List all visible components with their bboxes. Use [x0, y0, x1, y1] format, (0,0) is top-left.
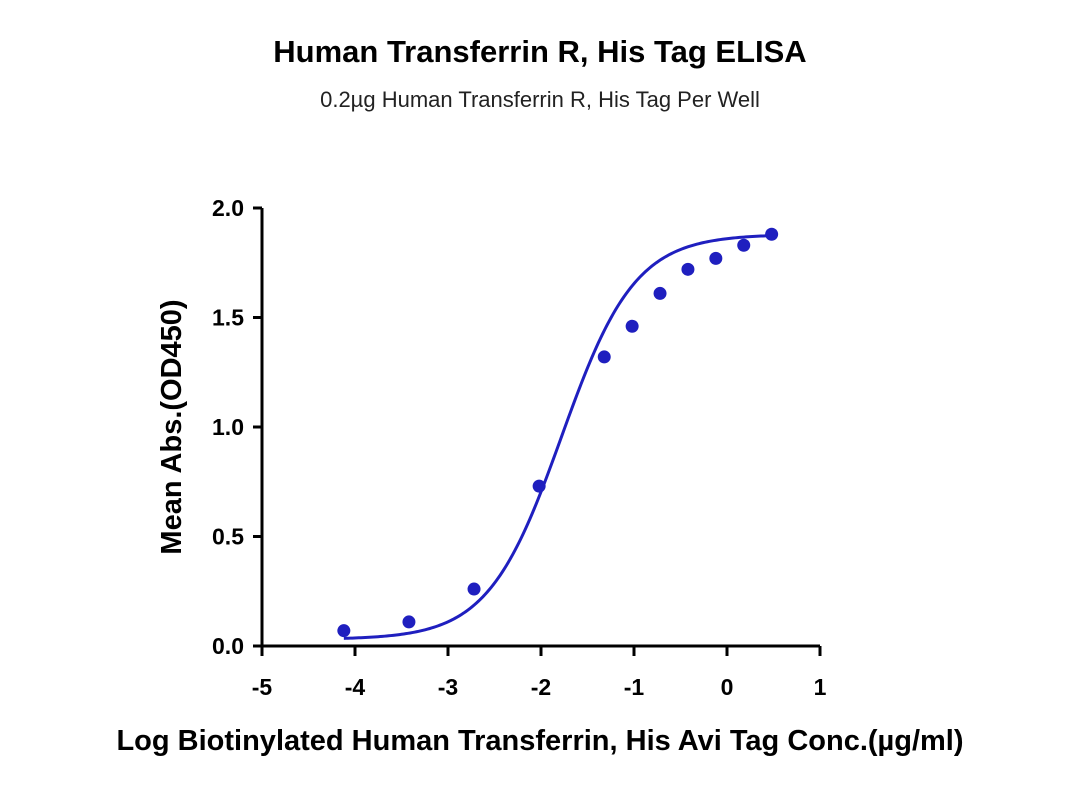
y-axis: 0.0 0.5 1.0 1.5 2.0 [212, 195, 264, 659]
chart-subtitle: 0.2µg Human Transferrin R, His Tag Per W… [320, 87, 760, 112]
data-point [625, 319, 639, 333]
y-ticks: 0.0 0.5 1.0 1.5 2.0 [212, 195, 262, 659]
data-point [737, 238, 751, 252]
data-point [765, 227, 779, 241]
data-point [681, 262, 695, 276]
y-tick-label: 1.0 [212, 414, 244, 440]
x-tick-label: -1 [624, 674, 645, 700]
y-tick-label: 0.0 [212, 633, 244, 659]
x-tick-label: -4 [345, 674, 366, 700]
y-tick-label: 2.0 [212, 195, 244, 221]
data-point [467, 582, 481, 596]
chart-title: Human Transferrin R, His Tag ELISA [273, 34, 807, 69]
x-tick-label: 0 [721, 674, 734, 700]
data-point [653, 286, 667, 300]
data-point [709, 251, 723, 265]
fit-curve [343, 234, 772, 640]
data-point [337, 624, 351, 638]
x-ticks: -5 -4 -3 -2 -1 0 1 [252, 646, 827, 700]
x-tick-label: -3 [438, 674, 458, 700]
x-axis: -5 -4 -3 -2 -1 0 1 [252, 644, 827, 700]
x-axis-title: Log Biotinylated Human Transferrin, His … [116, 725, 963, 757]
data-point [532, 479, 546, 493]
data-point [597, 350, 611, 364]
y-tick-label: 0.5 [212, 524, 244, 550]
series-layer [337, 227, 779, 640]
x-tick-label: 1 [814, 674, 827, 700]
y-tick-label: 1.5 [212, 305, 244, 331]
data-point [402, 615, 416, 629]
y-axis-title: Mean Abs.(OD450) [156, 299, 188, 554]
x-tick-label: -5 [252, 674, 273, 700]
x-tick-label: -2 [531, 674, 551, 700]
